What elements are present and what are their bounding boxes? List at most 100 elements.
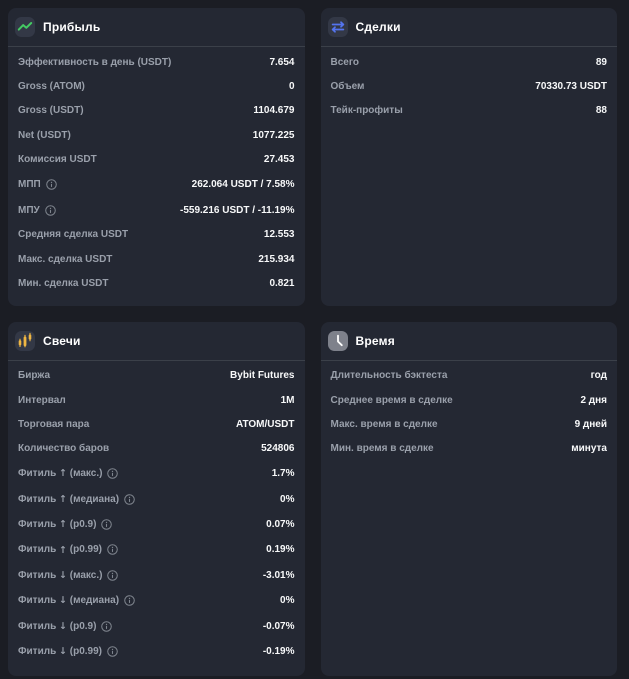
stat-label: Тейк-профиты xyxy=(330,105,403,117)
info-icon[interactable] xyxy=(101,519,113,530)
stat-row: Фитиль ↑ (медиана) 0% xyxy=(18,486,295,511)
stat-label: Макс. время в сделке xyxy=(330,418,438,430)
card-candles-body: Биржа Bybit Futures Интервал 1M Торговая… xyxy=(8,361,305,675)
stat-row: Мин. время в сделке минута xyxy=(331,437,608,461)
stat-value: 27.453 xyxy=(263,154,295,166)
card-candles: Свечи Биржа Bybit Futures Интервал 1M То… xyxy=(8,321,305,676)
stat-value: 0.07% xyxy=(266,519,295,531)
stat-label: Количество баров xyxy=(18,443,110,455)
stat-label: Фитиль ↓ (медиана) xyxy=(18,595,135,606)
stat-label: Объем xyxy=(330,81,365,93)
stat-value: 88 xyxy=(595,105,607,117)
info-icon[interactable] xyxy=(107,468,119,480)
stat-label: Комиссия USDT xyxy=(18,154,97,166)
info-icon[interactable] xyxy=(107,570,119,581)
info-icon[interactable] xyxy=(44,204,56,216)
stat-label: Фитиль ↓ (p0.99) xyxy=(18,646,118,657)
stat-label: Фитиль ↓ (макс.) xyxy=(18,570,119,581)
stat-label: Gross (ATOM) xyxy=(18,81,85,93)
card-trades: Сделки Всего 89 Объем 70330.73 USDT Тейк… xyxy=(320,8,617,306)
stat-row: Фитиль ↑ (макс.) 1.7% xyxy=(18,461,295,486)
trend-up-icon xyxy=(15,17,35,37)
card-time: Время Длительность бэктеста год Среднее … xyxy=(320,321,617,676)
stat-label: Биржа xyxy=(18,370,51,382)
stat-row: Макс. время в сделке 9 дней xyxy=(331,412,608,436)
clock-icon xyxy=(327,330,348,351)
stat-row: Биржа Bybit Futures xyxy=(18,364,295,388)
info-icon[interactable] xyxy=(101,620,113,632)
info-icon[interactable] xyxy=(45,179,57,190)
stat-value: 89 xyxy=(595,56,607,68)
stat-label: МПП xyxy=(18,179,57,190)
info-icon[interactable] xyxy=(124,595,135,606)
stat-row: Средняя сделка USDT 12.553 xyxy=(18,223,295,247)
stat-value: 1M xyxy=(280,394,295,406)
stat-label: Среднее время в сделке xyxy=(330,394,453,406)
card-profit: Прибыль Эффективность в день (USDT) 7.65… xyxy=(8,8,305,306)
card-profit-header: Прибыль xyxy=(8,8,305,47)
stat-label: Фитиль ↑ (p0.99) xyxy=(18,544,118,556)
candles-icon xyxy=(15,330,35,351)
stat-value: год xyxy=(590,370,607,382)
stat-value: 2 дня xyxy=(580,394,607,406)
stat-value: 70330.73 USDT xyxy=(535,81,607,93)
swap-icon xyxy=(327,17,348,37)
stat-value: -559.216 USDT / -11.19% xyxy=(179,204,295,216)
stat-value: 1104.679 xyxy=(253,105,295,117)
stat-label: Net (USDT) xyxy=(18,129,71,141)
card-trades-header: Сделки xyxy=(320,8,617,47)
stat-row: МПП 262.064 USDT / 7.58% xyxy=(18,172,295,197)
stat-value: минута xyxy=(571,443,607,455)
stat-value: -0.07% xyxy=(262,620,295,632)
stat-value: 1077.225 xyxy=(252,129,295,141)
stat-row: Количество баров 524806 xyxy=(18,437,295,461)
info-icon[interactable] xyxy=(107,544,118,556)
stat-label: Средняя сделка USDT xyxy=(18,229,129,241)
stat-value: 524806 xyxy=(261,443,295,455)
stat-row: Макс. сделка USDT 215.934 xyxy=(18,247,295,271)
stat-label: Интервал xyxy=(18,394,66,406)
stat-row: Фитиль ↓ (p0.99) -0.19% xyxy=(18,639,295,664)
info-icon[interactable] xyxy=(107,646,118,657)
stat-label: Мин. сделка USDT xyxy=(18,278,109,290)
stat-label: Торговая пара xyxy=(18,418,90,430)
stat-row: Net (USDT) 1077.225 xyxy=(18,123,295,147)
stat-row: Эффективность в день (USDT) 7.654 xyxy=(18,50,295,74)
stat-value: 0% xyxy=(280,595,295,607)
stat-row: Среднее время в сделке 2 дня xyxy=(331,388,608,412)
stat-row: Мин. сделка USDT 0.821 xyxy=(18,272,295,296)
card-candles-title: Свечи xyxy=(43,333,81,348)
card-time-title: Время xyxy=(355,333,395,348)
stat-label: Макс. сделка USDT xyxy=(18,253,113,265)
stat-row: Торговая пара ATOM/USDT xyxy=(18,412,295,436)
stat-value: -0.19% xyxy=(262,645,295,657)
stat-value: 9 дней xyxy=(574,418,607,430)
stat-row: Интервал 1M xyxy=(18,388,295,412)
stat-row: Фитиль ↑ (p0.9) 0.07% xyxy=(18,512,295,537)
stat-label: МПУ xyxy=(18,205,56,216)
stat-value: 262.064 USDT / 7.58% xyxy=(191,179,295,191)
stat-value: 1.7% xyxy=(271,468,295,480)
stat-row: Объем 70330.73 USDT xyxy=(331,74,608,98)
card-trades-title: Сделки xyxy=(355,20,401,34)
stat-label: Мин. время в сделке xyxy=(330,443,434,455)
stat-row: Комиссия USDT 27.453 xyxy=(18,148,295,172)
stat-row: МПУ -559.216 USDT / -11.19% xyxy=(18,197,295,222)
stat-row: Фитиль ↓ (макс.) -3.01% xyxy=(18,563,295,588)
stat-value: 0.19% xyxy=(266,544,295,556)
stat-value: 0 xyxy=(288,81,295,93)
stat-row: Gross (ATOM) 0 xyxy=(18,74,295,98)
stat-label: Длительность бэктеста xyxy=(330,370,448,382)
info-icon[interactable] xyxy=(124,493,135,505)
card-profit-title: Прибыль xyxy=(43,20,101,34)
stat-row: Тейк-профиты 88 xyxy=(331,99,608,123)
stat-value: 12.553 xyxy=(263,229,295,241)
stat-value: 0.821 xyxy=(269,278,295,290)
stat-row: Всего 89 xyxy=(331,50,608,74)
stat-value: 7.654 xyxy=(269,56,295,68)
stat-label: Фитиль ↑ (медиана) xyxy=(18,494,135,505)
stat-value: 215.934 xyxy=(258,253,295,265)
card-candles-header: Свечи xyxy=(8,322,305,361)
stat-row: Gross (USDT) 1104.679 xyxy=(18,99,295,123)
card-profit-body: Эффективность в день (USDT) 7.654 Gross … xyxy=(8,47,305,306)
